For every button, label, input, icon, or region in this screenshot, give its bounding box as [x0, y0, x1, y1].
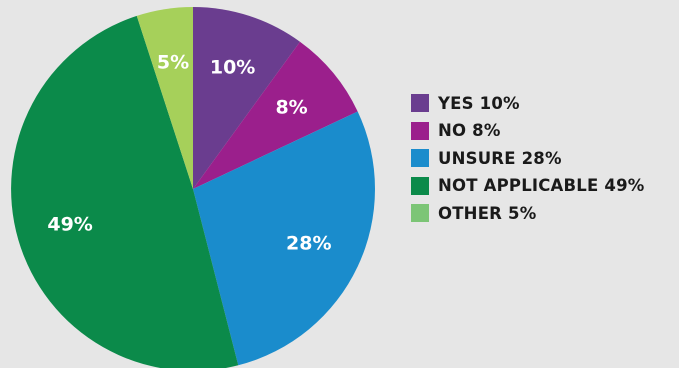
pie-slice-yes	[193, 7, 300, 189]
legend-label-unsure: UNSURE 28%	[438, 148, 562, 168]
pie-slice-other	[136, 7, 193, 189]
legend-item-no: NO 8%	[411, 121, 645, 140]
legend-item-other: OTHER 5%	[411, 203, 645, 223]
legend-swatch-yes	[411, 94, 429, 112]
legend-swatch-not-applicable	[411, 176, 429, 195]
pie-slice-label-no: 8%	[275, 96, 307, 118]
legend-label-not-applicable: NOT APPLICABLE 49%	[438, 176, 645, 195]
legend-item-unsure: UNSURE 28%	[411, 148, 645, 168]
pie-slice-label-other: 5%	[157, 52, 189, 74]
legend-label-no: NO 8%	[438, 121, 501, 140]
legend: YES 10% NO 8% UNSURE 28% NOT APPLICABLE …	[411, 94, 645, 232]
pie-slice-label-not-applicable: 49%	[47, 214, 92, 236]
pie-slices	[11, 7, 375, 368]
legend-item-not-applicable: NOT APPLICABLE 49%	[411, 176, 645, 195]
pie-slice-label-yes: 10%	[210, 56, 255, 78]
legend-swatch-no	[411, 121, 429, 140]
legend-label-yes: YES 10%	[438, 93, 520, 113]
pie-slice-labels: 10% 8% 28% 49% 5%	[47, 52, 331, 255]
legend-item-yes: YES 10%	[411, 93, 645, 113]
pie-slice-not-applicable	[11, 15, 239, 368]
legend-label-other: OTHER 5%	[438, 203, 537, 223]
pie-slice-label-unsure: 28%	[286, 233, 331, 255]
legend-swatch-other	[411, 204, 429, 222]
pie-slice-no	[193, 41, 358, 190]
pie-slice-unsure	[193, 111, 375, 366]
legend-swatch-unsure	[411, 149, 429, 167]
